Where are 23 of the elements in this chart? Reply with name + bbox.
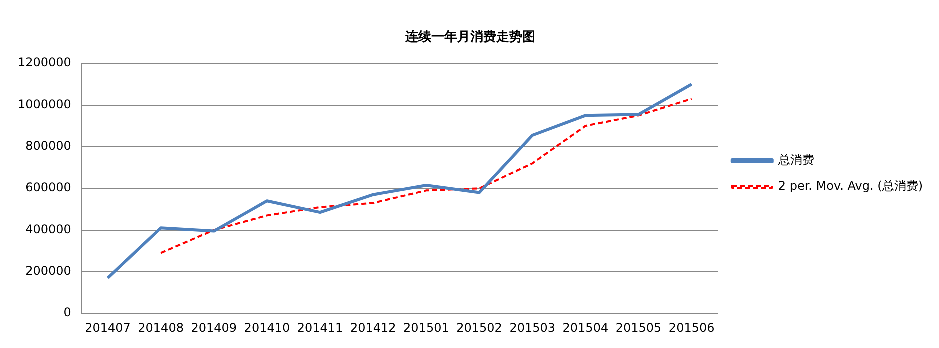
- legend-label: 总消费: [777, 153, 814, 168]
- x-tick-label: 201506: [668, 320, 715, 335]
- x-tick-label: 201501: [404, 320, 450, 335]
- x-tick-label: 201502: [456, 320, 502, 335]
- line-series: [160, 98, 693, 254]
- y-tick-label: 1000000: [18, 97, 72, 112]
- x-tick-label: 201410: [244, 320, 290, 335]
- x-tick-label: 201411: [297, 320, 344, 335]
- x-tick-label: 201505: [616, 320, 662, 335]
- x-tick-label: 201503: [510, 320, 556, 335]
- x-tick-label: 201407: [85, 320, 131, 335]
- x-tick-label: 201412: [350, 320, 396, 335]
- y-tick-label: 600000: [26, 180, 72, 195]
- y-tick-label: 0: [64, 306, 72, 320]
- y-tick-label: 400000: [26, 222, 72, 236]
- x-tick-label: 201504: [562, 320, 609, 335]
- y-tick-label: 1200000: [18, 56, 72, 70]
- chart-title: 连续一年月消费走势图: [404, 29, 536, 46]
- legend-label: 2 per. Mov. Avg. (总消费): [778, 179, 924, 194]
- y-tick-label: 200000: [26, 264, 72, 278]
- x-tick-label: 201409: [191, 320, 238, 335]
- y-tick-label: 800000: [26, 139, 72, 154]
- x-tick-label: 201408: [138, 320, 184, 335]
